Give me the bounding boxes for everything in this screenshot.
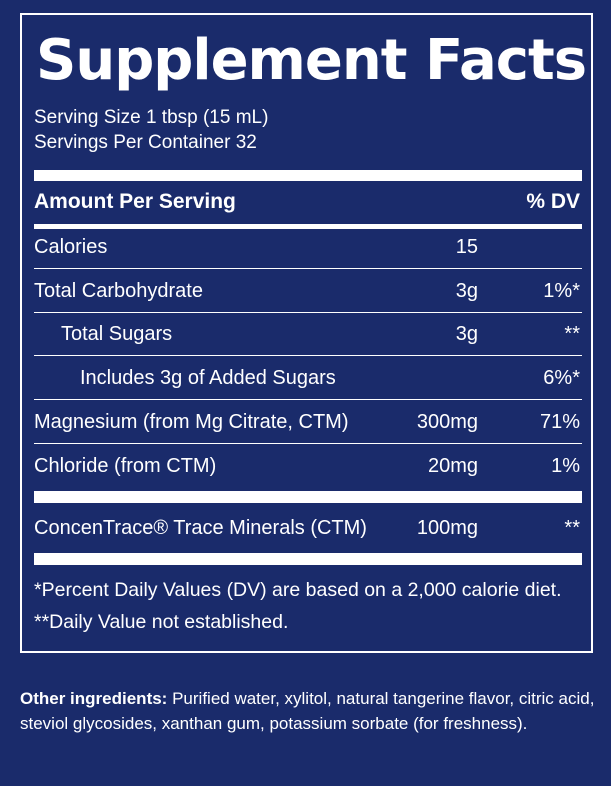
- table-row: Chloride (from CTM) 20mg 1%: [34, 446, 582, 486]
- amount-per-serving-label: Amount Per Serving: [34, 190, 236, 213]
- nutrient-name: Calories: [34, 236, 108, 258]
- medium-divider: [34, 224, 582, 229]
- other-ingredients: Other ingredients: Purified water, xylit…: [20, 686, 595, 736]
- table-row: Calories 15: [34, 227, 582, 267]
- nutrient-dv: 1%: [551, 455, 580, 477]
- nutrient-amount: 3g: [455, 323, 478, 345]
- row-divider: [34, 312, 582, 313]
- table-row: Magnesium (from Mg Citrate, CTM) 300mg 7…: [34, 402, 582, 442]
- table-row: Total Sugars 3g **: [34, 314, 582, 354]
- nutrient-amount: 3g: [455, 280, 478, 302]
- nutrient-amount: 15: [455, 236, 478, 258]
- thick-divider-top: [34, 170, 582, 181]
- row-divider: [34, 355, 582, 356]
- nutrient-name: Total Sugars: [61, 323, 173, 345]
- nutrient-amount: 20mg: [427, 455, 478, 477]
- nutrient-name: ConcenTrace® Trace Minerals (CTM): [34, 517, 367, 539]
- supplement-facts-panel: Supplement Facts Serving Size 1 tbsp (15…: [20, 13, 593, 653]
- table-row: ConcenTrace® Trace Minerals (CTM) 100mg …: [34, 508, 582, 548]
- nutrient-dv: 1%*: [543, 280, 580, 302]
- nutrient-dv: 6%*: [543, 367, 580, 389]
- nutrient-name: Includes 3g of Added Sugars: [80, 367, 336, 389]
- dv-header-label: % DV: [526, 190, 580, 213]
- nutrient-dv: 71%: [539, 411, 580, 433]
- nutrient-dv: **: [564, 323, 580, 345]
- row-divider: [34, 399, 582, 400]
- other-ingredients-label: Other ingredients:: [20, 689, 168, 708]
- other-ingredients-text: Purified water, xylitol, natural tangeri…: [20, 689, 595, 733]
- thick-divider-middle: [34, 491, 582, 503]
- nutrient-name: Total Carbohydrate: [34, 280, 203, 302]
- serving-size: Serving Size 1 tbsp (15 mL): [34, 107, 269, 128]
- row-divider: [34, 443, 582, 444]
- nutrient-amount: 100mg: [416, 517, 478, 539]
- table-row: Includes 3g of Added Sugars 6%*: [34, 358, 582, 398]
- table-header-row: Amount Per Serving % DV: [34, 182, 582, 222]
- footnote-dv: *Percent Daily Values (DV) are based on …: [34, 579, 562, 601]
- nutrient-name: Chloride (from CTM): [34, 455, 217, 477]
- nutrient-amount: 300mg: [416, 411, 478, 433]
- panel-title: Supplement Facts: [36, 28, 587, 93]
- servings-per-container: Servings Per Container 32: [34, 132, 257, 153]
- thick-divider-bottom: [34, 553, 582, 565]
- nutrient-name: Magnesium (from Mg Citrate, CTM): [34, 411, 349, 433]
- nutrient-dv: **: [564, 517, 580, 539]
- table-row: Total Carbohydrate 3g 1%*: [34, 271, 582, 311]
- footnote-not-established: **Daily Value not established.: [34, 611, 289, 633]
- row-divider: [34, 268, 582, 269]
